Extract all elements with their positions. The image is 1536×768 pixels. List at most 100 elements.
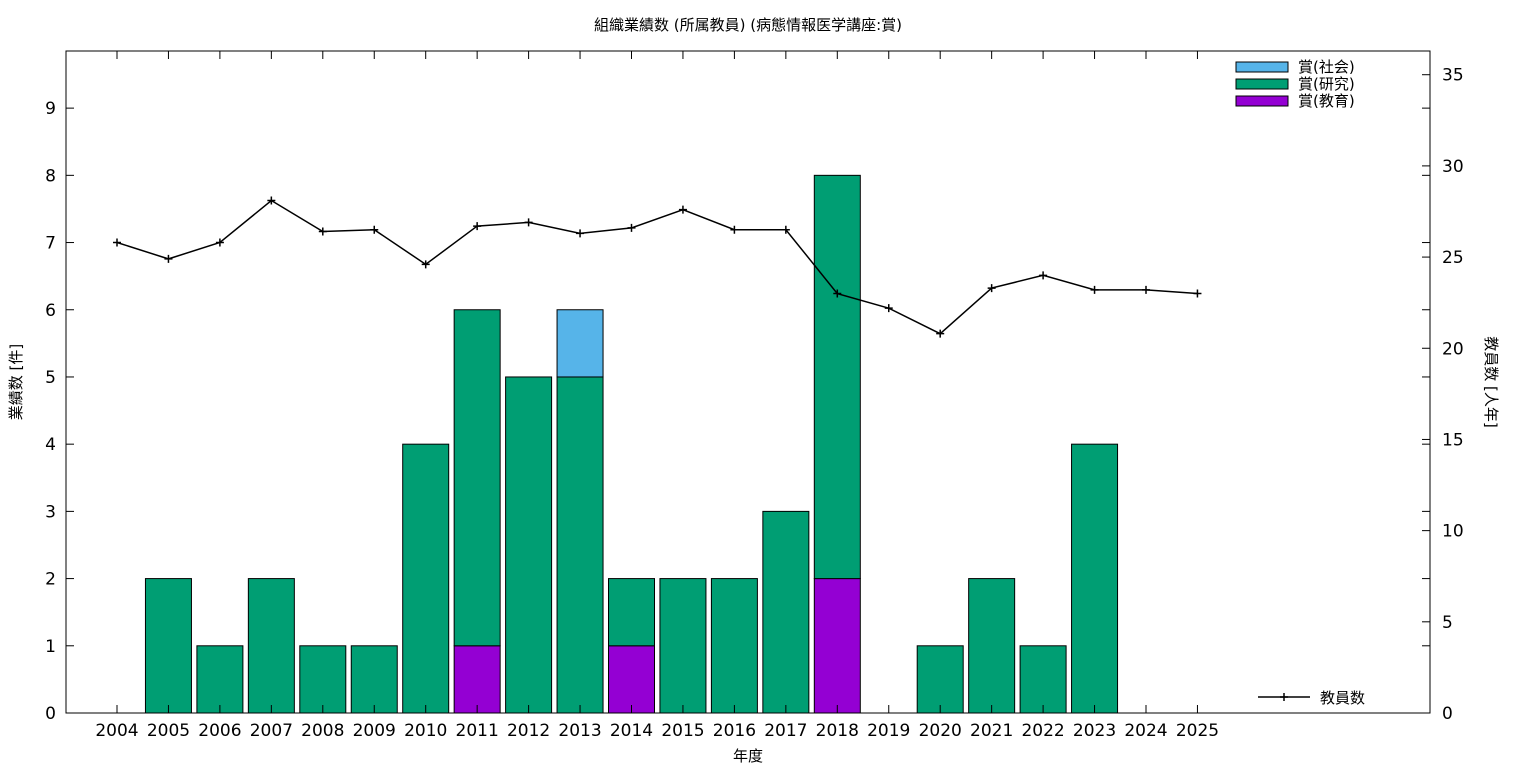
y-tick-label: 4 [45,435,56,455]
y-tick-label: 6 [45,301,56,321]
y2-tick-label: 10 [1442,522,1464,542]
bar-segment [813,578,861,714]
x-tick-label: 2006 [198,721,241,741]
legend-label: 賞(教育) [1298,92,1355,110]
line-point [1193,289,1202,298]
line-layer [113,196,1202,338]
y2-tick-label: 35 [1442,66,1464,86]
x-tick-label: 2021 [970,721,1013,741]
line-point [987,284,996,293]
x-tick-label: 2022 [1021,721,1064,741]
y2-tick-label: 25 [1442,248,1464,268]
bar-segment [144,578,192,714]
y-tick-label: 1 [45,637,56,657]
line-point [627,223,636,232]
bar-segment [556,309,604,378]
line-point [215,238,224,247]
line-point [833,289,842,298]
y2-tick-label: 0 [1442,704,1453,724]
line-point [164,254,173,263]
x-tick-label: 2004 [95,721,138,741]
bar-segment [453,645,501,714]
bar-segment [196,645,244,714]
bar-segment [556,376,604,714]
bar-segment [968,578,1016,714]
x-tick-label: 2014 [610,721,653,741]
y2-tick-label: 30 [1442,157,1464,177]
line-point [936,329,945,338]
plot-frame [65,50,1431,714]
y-tick-label: 7 [45,234,56,254]
bar-segment [1071,443,1119,714]
y2-tick-label: 5 [1442,613,1453,633]
chart-title: 組織業績数 (所属教員) (病態情報医学講座:賞) [594,16,902,34]
x-tick-label: 2020 [919,721,962,741]
line-point [678,205,687,214]
legend-label: 賞(研究) [1298,75,1355,93]
x-tick-label: 2019 [867,721,910,741]
line-point [1039,271,1048,280]
legend: 賞(社会)賞(研究)賞(教育) 教員数 [1235,58,1365,707]
x-tick-label: 2007 [250,721,293,741]
x-axis-label: 年度 [733,747,763,765]
line-point [524,218,533,227]
bar-segment [350,645,398,714]
y2-axis-label: 教員数 [人年] [1482,336,1500,427]
bar-segment [710,578,758,714]
x-tick-label: 2010 [404,721,447,741]
x-tick-label: 2025 [1176,721,1219,741]
x-tick-label: 2009 [353,721,396,741]
line-point [370,225,379,234]
bar-segment [505,376,553,714]
legend-line-marker [1280,693,1288,701]
line-point [730,225,739,234]
teacher-count-line [116,199,1198,335]
x-tick-label: 2018 [816,721,859,741]
bar-segment [453,309,501,647]
line-point [318,227,327,236]
y2-tick-label: 20 [1442,339,1464,359]
y-tick-label: 2 [45,570,56,590]
legend-swatch [1235,78,1289,90]
x-tick-label: 2017 [764,721,807,741]
bar-segment [659,578,707,714]
y-tick-label: 9 [45,99,56,119]
x-tick-label: 2023 [1073,721,1116,741]
y-tick-label: 3 [45,502,56,522]
bar-segment [402,443,450,714]
line-point [267,196,276,205]
legend-swatch [1235,95,1289,107]
legend-swatch [1235,61,1289,73]
x-tick-label: 2015 [661,721,704,741]
bar-segment [608,578,655,647]
x-tick-label: 2012 [507,721,550,741]
y2-tick-label: 15 [1442,430,1464,450]
bar-segment [1019,645,1067,714]
y-tick-label: 5 [45,368,56,388]
x-tick-label: 2013 [558,721,601,741]
legend-line-label: 教員数 [1320,689,1365,707]
bar-segment [762,510,810,714]
bars-layer [144,174,1119,714]
bar-segment [299,645,347,714]
line-point [1142,285,1150,294]
line-point [884,304,893,313]
line-point [781,225,790,234]
x-tick-label: 2016 [713,721,756,741]
y-tick-label: 0 [45,704,56,724]
line-point [421,260,430,269]
bar-segment [916,645,964,714]
line-point [473,222,482,231]
x-tick-label: 2005 [147,721,190,741]
bar-segment [247,578,295,714]
bar-segment [608,645,655,714]
y-tick-label: 8 [45,166,56,186]
x-tick-label: 2011 [456,721,499,741]
legend-label: 賞(社会) [1298,58,1355,76]
x-tick-label: 2024 [1124,721,1167,741]
bar-segment [813,174,861,580]
line-point [576,229,585,238]
y-axis-label: 業績数 [件] [7,344,25,420]
